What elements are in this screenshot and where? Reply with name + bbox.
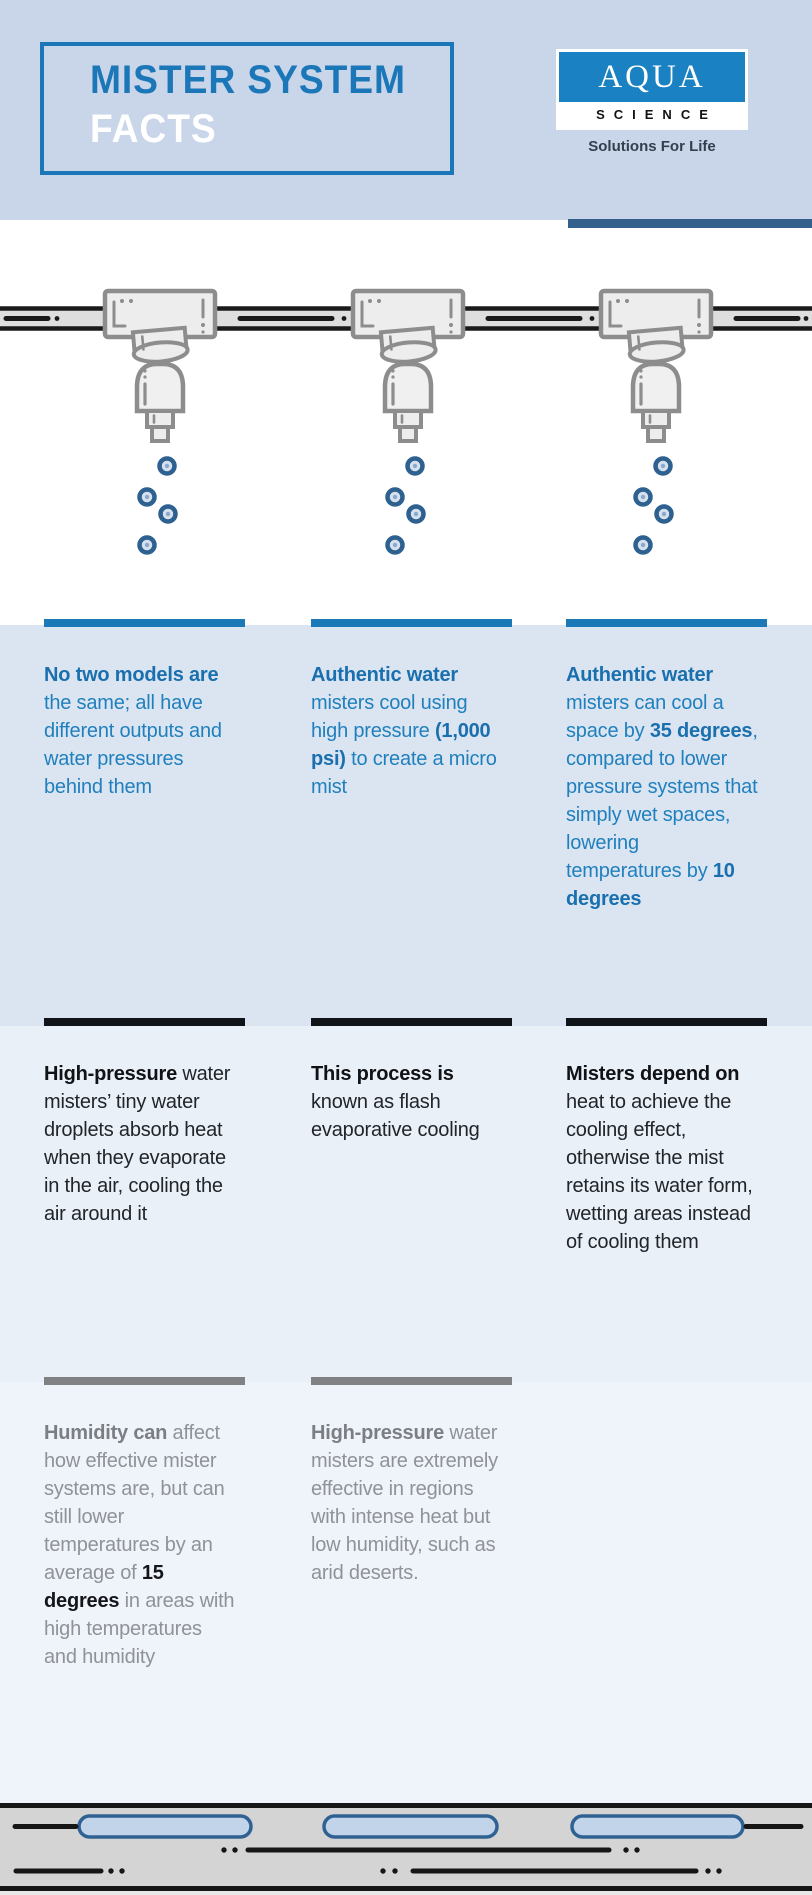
mister-nozzle-3: [601, 291, 711, 553]
fact-column: This process is known as flash evaporati…: [311, 1018, 517, 1144]
fact-text: Humidity can affect how effective mister…: [44, 1422, 235, 1668]
header-accent-bar: [568, 219, 812, 228]
logo-tagline: Solutions For Life: [588, 138, 716, 155]
title-wrap: MISTER SYSTEM FACTS: [90, 56, 425, 154]
fact-text: Misters depend on heat to achieve the co…: [566, 1063, 753, 1253]
fact-column: Humidity can affect how effective mister…: [44, 1377, 250, 1671]
divider-bar-blue: [44, 619, 245, 627]
divider-bar-dark: [44, 1018, 245, 1026]
fact-column: No two models are the same; all have dif…: [44, 619, 250, 801]
fact-column: Authentic water misters cool using high …: [311, 619, 517, 801]
mister-nozzle-1: [105, 291, 215, 553]
fact-text: High-pressure water misters’ tiny water …: [44, 1063, 231, 1225]
mister-pipe-illustration: [0, 0, 812, 620]
divider-bar-gray: [44, 1377, 245, 1385]
fact-column: Authentic water misters can cool a space…: [566, 619, 772, 913]
fact-text: This process is known as flash evaporati…: [311, 1063, 480, 1141]
divider-bar-dark: [311, 1018, 512, 1026]
fact-column: High-pressure water misters are extremel…: [311, 1377, 517, 1587]
fact-text: Authentic water misters can cool a space…: [566, 664, 758, 910]
divider-bar-gray: [311, 1377, 512, 1385]
page-title-line2: FACTS: [90, 107, 217, 151]
section-gray-background: [0, 1382, 812, 1803]
aqua-science-logo: AQUA SCIENCE: [556, 49, 748, 130]
pipe-coupler-pills: [77, 1814, 745, 1839]
logo-wordmark: AQUA: [598, 58, 706, 95]
divider-bar-dark: [566, 1018, 767, 1026]
page-title-line1: MISTER SYSTEM: [90, 58, 406, 102]
fact-text: High-pressure water misters are extremel…: [311, 1422, 498, 1584]
pipe-footer-illustration: [0, 1803, 812, 1895]
fact-text: Authentic water misters cool using high …: [311, 664, 497, 798]
section-dark-background: [0, 1026, 812, 1382]
title-box: MISTER SYSTEM FACTS: [40, 42, 454, 175]
fact-column: High-pressure water misters’ tiny water …: [44, 1018, 250, 1228]
divider-bar-blue: [311, 619, 512, 627]
header: MISTER SYSTEM FACTS AQUA SCIENCE Solutio…: [0, 0, 812, 220]
mister-nozzle-2: [353, 291, 463, 553]
section-blue-background: [0, 625, 812, 1026]
logo-blue-panel: AQUA: [559, 52, 745, 102]
fact-text: No two models are the same; all have dif…: [44, 664, 222, 798]
divider-bar-blue: [566, 619, 767, 627]
fact-column: Misters depend on heat to achieve the co…: [566, 1018, 772, 1256]
logo-subtitle: SCIENCE: [559, 102, 745, 127]
